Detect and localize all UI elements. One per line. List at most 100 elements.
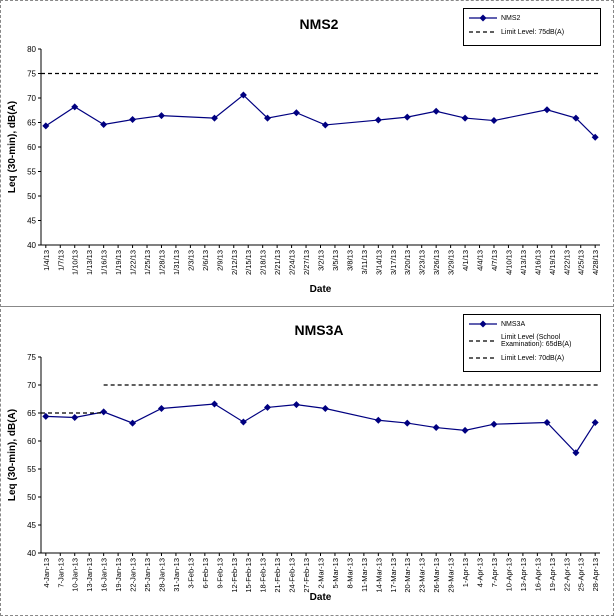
x-tick-label: 23-Mar-13: [418, 558, 427, 593]
legend-swatch: [469, 357, 497, 359]
data-point: [263, 403, 271, 411]
x-tick-label: 3/20/13: [403, 250, 412, 275]
x-tick-label: 4/13/13: [519, 250, 528, 275]
x-tick-label: 21-Feb-13: [273, 558, 282, 593]
x-tick-label: 26-Mar-13: [432, 558, 441, 593]
y-tick-label: 60: [27, 143, 36, 152]
x-tick-label: 6-Feb-13: [201, 558, 210, 588]
x-tick-label: 10-Jan-13: [71, 558, 80, 592]
series-line: [45, 403, 596, 454]
x-tick-label: 9-Feb-13: [215, 558, 224, 588]
data-point: [591, 419, 599, 427]
x-tick-label: 2/24/13: [288, 250, 297, 275]
y-tick-label: 75: [27, 70, 36, 79]
y-tick-label: 70: [27, 94, 36, 103]
chart-title: NMS3A: [294, 322, 343, 338]
chart: NMS3A Leq (30-min), dB(A) Date 40 45 50 55 60 65…: [7, 322, 600, 603]
x-tick-label: 18-Feb-13: [259, 558, 268, 593]
legend-swatch: [469, 340, 497, 342]
x-tick-label: 3/2/13: [317, 250, 326, 271]
x-tick-label: 2/18/13: [259, 250, 268, 275]
data-point: [292, 109, 300, 117]
x-tick-label: 16-Apr-13: [533, 558, 542, 591]
x-tick-label: 1/28/13: [157, 250, 166, 275]
x-tick-label: 1/22/13: [129, 250, 138, 275]
x-tick-label: 15-Feb-13: [244, 558, 253, 593]
y-tick-label: 65: [27, 409, 36, 418]
legend-entry: NMS2: [468, 14, 596, 22]
x-tick-label: 28-Apr-13: [591, 558, 600, 591]
legend-label: NMS3A: [501, 320, 526, 328]
x-tick-label: 1/25/13: [143, 250, 152, 275]
x-tick-label: 1/13/13: [85, 250, 94, 275]
legend-entry: Limit Level: 75dB(A): [468, 28, 596, 36]
x-tick-label: 3-Feb-13: [186, 558, 195, 588]
data-point: [543, 106, 551, 114]
data-point: [403, 419, 411, 427]
x-tick-label: 4/1/13: [461, 250, 470, 271]
x-tick-label: 13-Jan-13: [85, 558, 94, 592]
x-tick-label: 4-Apr-13: [476, 558, 485, 587]
x-tick-label: 3/26/13: [432, 250, 441, 275]
y-tick-label: 45: [27, 217, 36, 226]
data-point: [432, 424, 440, 432]
data-point: [100, 408, 108, 416]
y-tick-label: 65: [27, 119, 36, 128]
x-tick-label: 4/10/13: [504, 250, 513, 275]
data-point: [403, 113, 411, 121]
x-tick-label: 1/4/13: [42, 250, 51, 271]
x-tick-label: 3/11/13: [360, 250, 369, 274]
x-axis-label: Date: [310, 284, 332, 295]
chart-title: NMS2: [300, 16, 339, 32]
y-tick-label: 70: [27, 381, 36, 390]
x-tick-label: 1/10/13: [71, 250, 80, 275]
data-point: [157, 405, 165, 413]
x-axis-label: Date: [310, 592, 332, 603]
x-tick-label: 20-Mar-13: [403, 558, 412, 593]
x-tick-label: 14-Mar-13: [374, 558, 383, 593]
x-tick-label: 16-Jan-13: [100, 558, 109, 592]
data-point: [374, 416, 382, 424]
legend-swatch: [469, 320, 497, 328]
x-tick-label: 4/28/13: [591, 250, 600, 275]
x-tick-label: 13-Apr-13: [519, 558, 528, 591]
x-tick-label: 4/22/13: [562, 250, 571, 275]
data-point: [461, 114, 469, 122]
x-tick-label: 11-Mar-13: [360, 558, 369, 592]
legend-label: Limit Level: 75dB(A): [501, 28, 565, 36]
x-tick-label: 31-Jan-13: [172, 558, 181, 592]
data-point: [321, 121, 329, 129]
y-tick-label: 80: [27, 45, 36, 54]
data-point: [572, 449, 580, 457]
y-tick-label: 45: [27, 521, 36, 530]
x-tick-label: 2/12/13: [230, 250, 239, 275]
x-tick-label: 1-Apr-13: [461, 558, 470, 587]
data-point: [461, 426, 469, 434]
data-point: [490, 117, 498, 125]
legend-label: Limit Level: 70dB(A): [501, 354, 565, 362]
data-point: [543, 419, 551, 427]
x-tick-label: 3/8/13: [345, 250, 354, 271]
data-point: [321, 405, 329, 413]
x-tick-label: 2/15/13: [244, 250, 253, 275]
data-point: [129, 419, 137, 427]
y-tick-label: 40: [27, 549, 36, 558]
legend-entry: Limit Level: 70dB(A): [468, 354, 596, 362]
data-point: [42, 122, 50, 130]
legend-swatch: [469, 14, 497, 22]
x-tick-label: 4/25/13: [577, 250, 586, 275]
data-point: [210, 114, 218, 122]
legend: NMS3A Limit Level (School Examination): 6…: [463, 314, 601, 372]
data-point: [263, 114, 271, 122]
x-tick-label: 24-Feb-13: [288, 558, 297, 593]
data-point: [210, 400, 218, 408]
x-tick-label: 4/7/13: [490, 250, 499, 271]
legend-marker: [479, 320, 487, 328]
x-tick-label: 2/3/13: [186, 250, 195, 271]
x-tick-label: 28-Jan-13: [157, 558, 166, 592]
x-tick-label: 3/17/13: [389, 250, 398, 275]
y-axis-label: Leq (30-min), dB(A): [7, 409, 18, 501]
x-tick-label: 22-Jan-13: [129, 558, 138, 592]
x-tick-label: 2/9/13: [215, 250, 224, 271]
